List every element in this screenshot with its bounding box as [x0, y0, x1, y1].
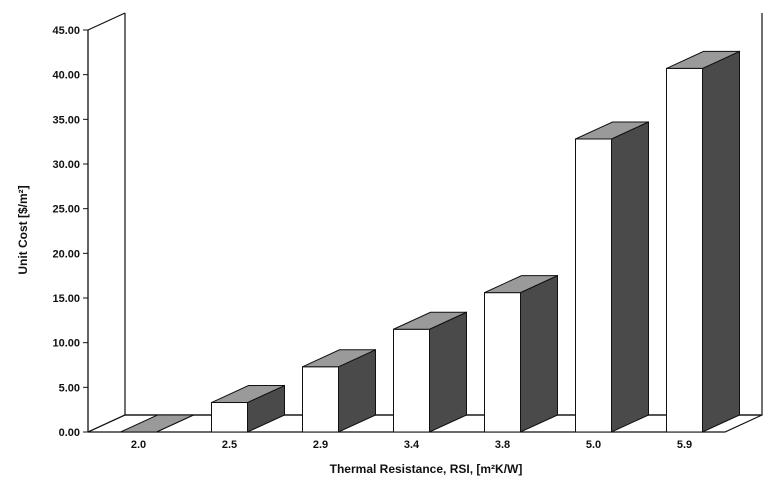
bar	[575, 121, 649, 433]
bar-top	[393, 311, 467, 330]
bar-side	[520, 274, 558, 433]
y-axis-title: Unit Cost [$/m²]	[16, 185, 30, 274]
bar-top	[302, 349, 376, 368]
bar	[666, 50, 740, 433]
y-tick-label: 40.00	[52, 70, 80, 82]
bar-front	[575, 138, 612, 433]
bar-front	[302, 366, 339, 433]
x-tick-label: 5.9	[677, 439, 692, 451]
bar	[393, 311, 467, 433]
bar-top	[120, 414, 194, 433]
x-tick-label: 2.9	[313, 439, 328, 451]
y-tick-label: 45.00	[52, 25, 80, 37]
bar-top	[666, 50, 740, 69]
bar-side	[611, 121, 649, 433]
y-tick-label: 25.00	[52, 204, 80, 216]
bar-front	[393, 328, 430, 433]
x-tick-label: 3.4	[404, 439, 420, 451]
y-tick-label: 10.00	[52, 338, 80, 350]
x-tick-label: 2.0	[131, 439, 146, 451]
bar	[484, 274, 558, 433]
x-tick-label: 2.5	[222, 439, 237, 451]
bar	[211, 384, 285, 433]
bar-front	[211, 402, 248, 433]
bar	[302, 349, 376, 433]
x-tick-label: 3.8	[495, 439, 510, 451]
bar-side	[702, 50, 740, 433]
y-tick-label: 5.00	[59, 382, 80, 394]
y-axis-ticks: 0.00 5.00 10.00 15.00 20.00 25.00 30.00 35.00 40…	[52, 25, 88, 439]
y-tick-label: 30.00	[52, 159, 80, 171]
bar-front	[484, 292, 521, 433]
y-tick-label: 0.00	[59, 427, 80, 439]
left-wall-edges	[87, 12, 126, 433]
y-tick-label: 35.00	[52, 114, 80, 126]
y-tick-label: 20.00	[52, 248, 80, 260]
y-tick-label: 15.00	[52, 293, 80, 305]
x-tick-label: 5.0	[586, 439, 601, 451]
bar-top	[575, 121, 649, 140]
bar-side	[429, 311, 467, 433]
x-axis-ticks: 2.0 2.5 2.9 3.4 3.8 5.0 5.9	[131, 439, 692, 451]
bar-front	[666, 67, 703, 433]
bar	[120, 414, 194, 433]
x-axis-title: Thermal Resistance, RSI, [m²K/W]	[330, 462, 523, 476]
bar-top	[211, 385, 285, 404]
bar-top	[484, 275, 558, 294]
bars	[120, 50, 740, 433]
